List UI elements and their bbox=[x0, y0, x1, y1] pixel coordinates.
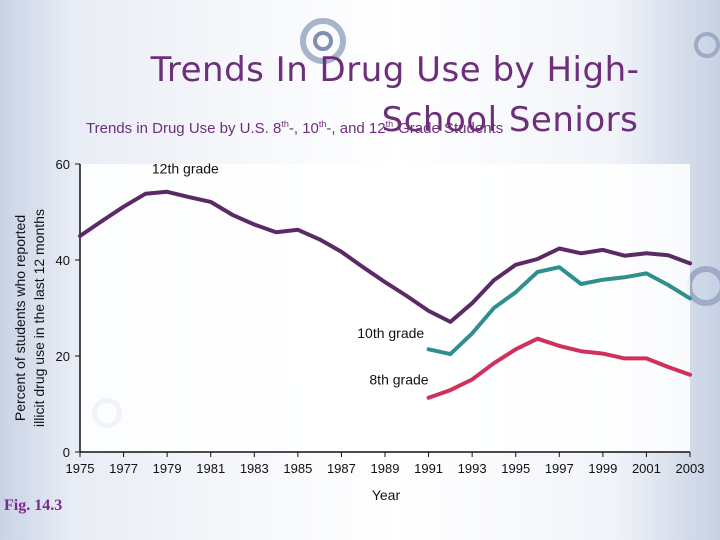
y-axis-title-line: Percent of students who reported bbox=[12, 215, 28, 421]
x-tick-label: 1997 bbox=[545, 461, 574, 476]
y-tick-label: 40 bbox=[56, 253, 70, 268]
x-tick-label: 2003 bbox=[676, 461, 705, 476]
series-line-12th-grade bbox=[78, 189, 692, 324]
subtitle-sup: th bbox=[318, 119, 327, 129]
subtitle-part: Trends in Drug Use by U.S. 8 bbox=[86, 120, 282, 137]
subtitle-sup: th bbox=[385, 119, 394, 129]
series-label-10th-grade: 10th grade bbox=[357, 325, 424, 341]
x-tick-label: 1975 bbox=[66, 461, 95, 476]
subtitle-part: -Grade Students bbox=[393, 120, 504, 137]
x-tick-label: 2001 bbox=[632, 461, 661, 476]
subtitle-part: -, and 12 bbox=[326, 120, 386, 137]
y-tick-label: 20 bbox=[56, 349, 70, 364]
slide-title-line-1: Trends In Drug Use by High- bbox=[150, 50, 640, 90]
x-tick-label: 1985 bbox=[283, 461, 312, 476]
x-tick-label: 1981 bbox=[196, 461, 225, 476]
series-label-12th-grade: 12th grade bbox=[152, 161, 219, 177]
x-tick-label: 1979 bbox=[153, 461, 182, 476]
x-tick-label: 1991 bbox=[414, 461, 443, 476]
slide-title-line-2: School Seniors bbox=[381, 100, 639, 140]
y-tick-label: 0 bbox=[63, 445, 70, 460]
x-tick-label: 1983 bbox=[240, 461, 269, 476]
x-tick-label: 1999 bbox=[588, 461, 617, 476]
decorative-circle-top bbox=[300, 18, 346, 64]
decorative-circle-right-top bbox=[694, 32, 720, 58]
x-tick-label: 1977 bbox=[109, 461, 138, 476]
subtitle-sup: th bbox=[281, 119, 289, 129]
decorative-circle-top-inner bbox=[313, 31, 333, 51]
x-tick-label: 1989 bbox=[371, 461, 400, 476]
x-tick-label: 1987 bbox=[327, 461, 356, 476]
chart-subtitle: Trends in Drug Use by U.S. 8th-, 10th-, … bbox=[86, 119, 503, 137]
series-line-10th-grade bbox=[426, 265, 692, 357]
plot-area bbox=[80, 164, 690, 452]
x-axis-title: Year bbox=[372, 487, 401, 503]
x-tick-label: 1995 bbox=[501, 461, 530, 476]
y-axis-title-line: illicit drug use in the last 12 months bbox=[31, 209, 47, 427]
y-tick-label: 60 bbox=[56, 157, 70, 172]
subtitle-part: -, 10 bbox=[288, 120, 319, 137]
x-tick-label: 1993 bbox=[458, 461, 487, 476]
series-line-8th-grade bbox=[426, 336, 692, 400]
figure-label: Fig. 14.3 bbox=[4, 497, 63, 514]
series-label-8th-grade: 8th grade bbox=[369, 371, 428, 387]
